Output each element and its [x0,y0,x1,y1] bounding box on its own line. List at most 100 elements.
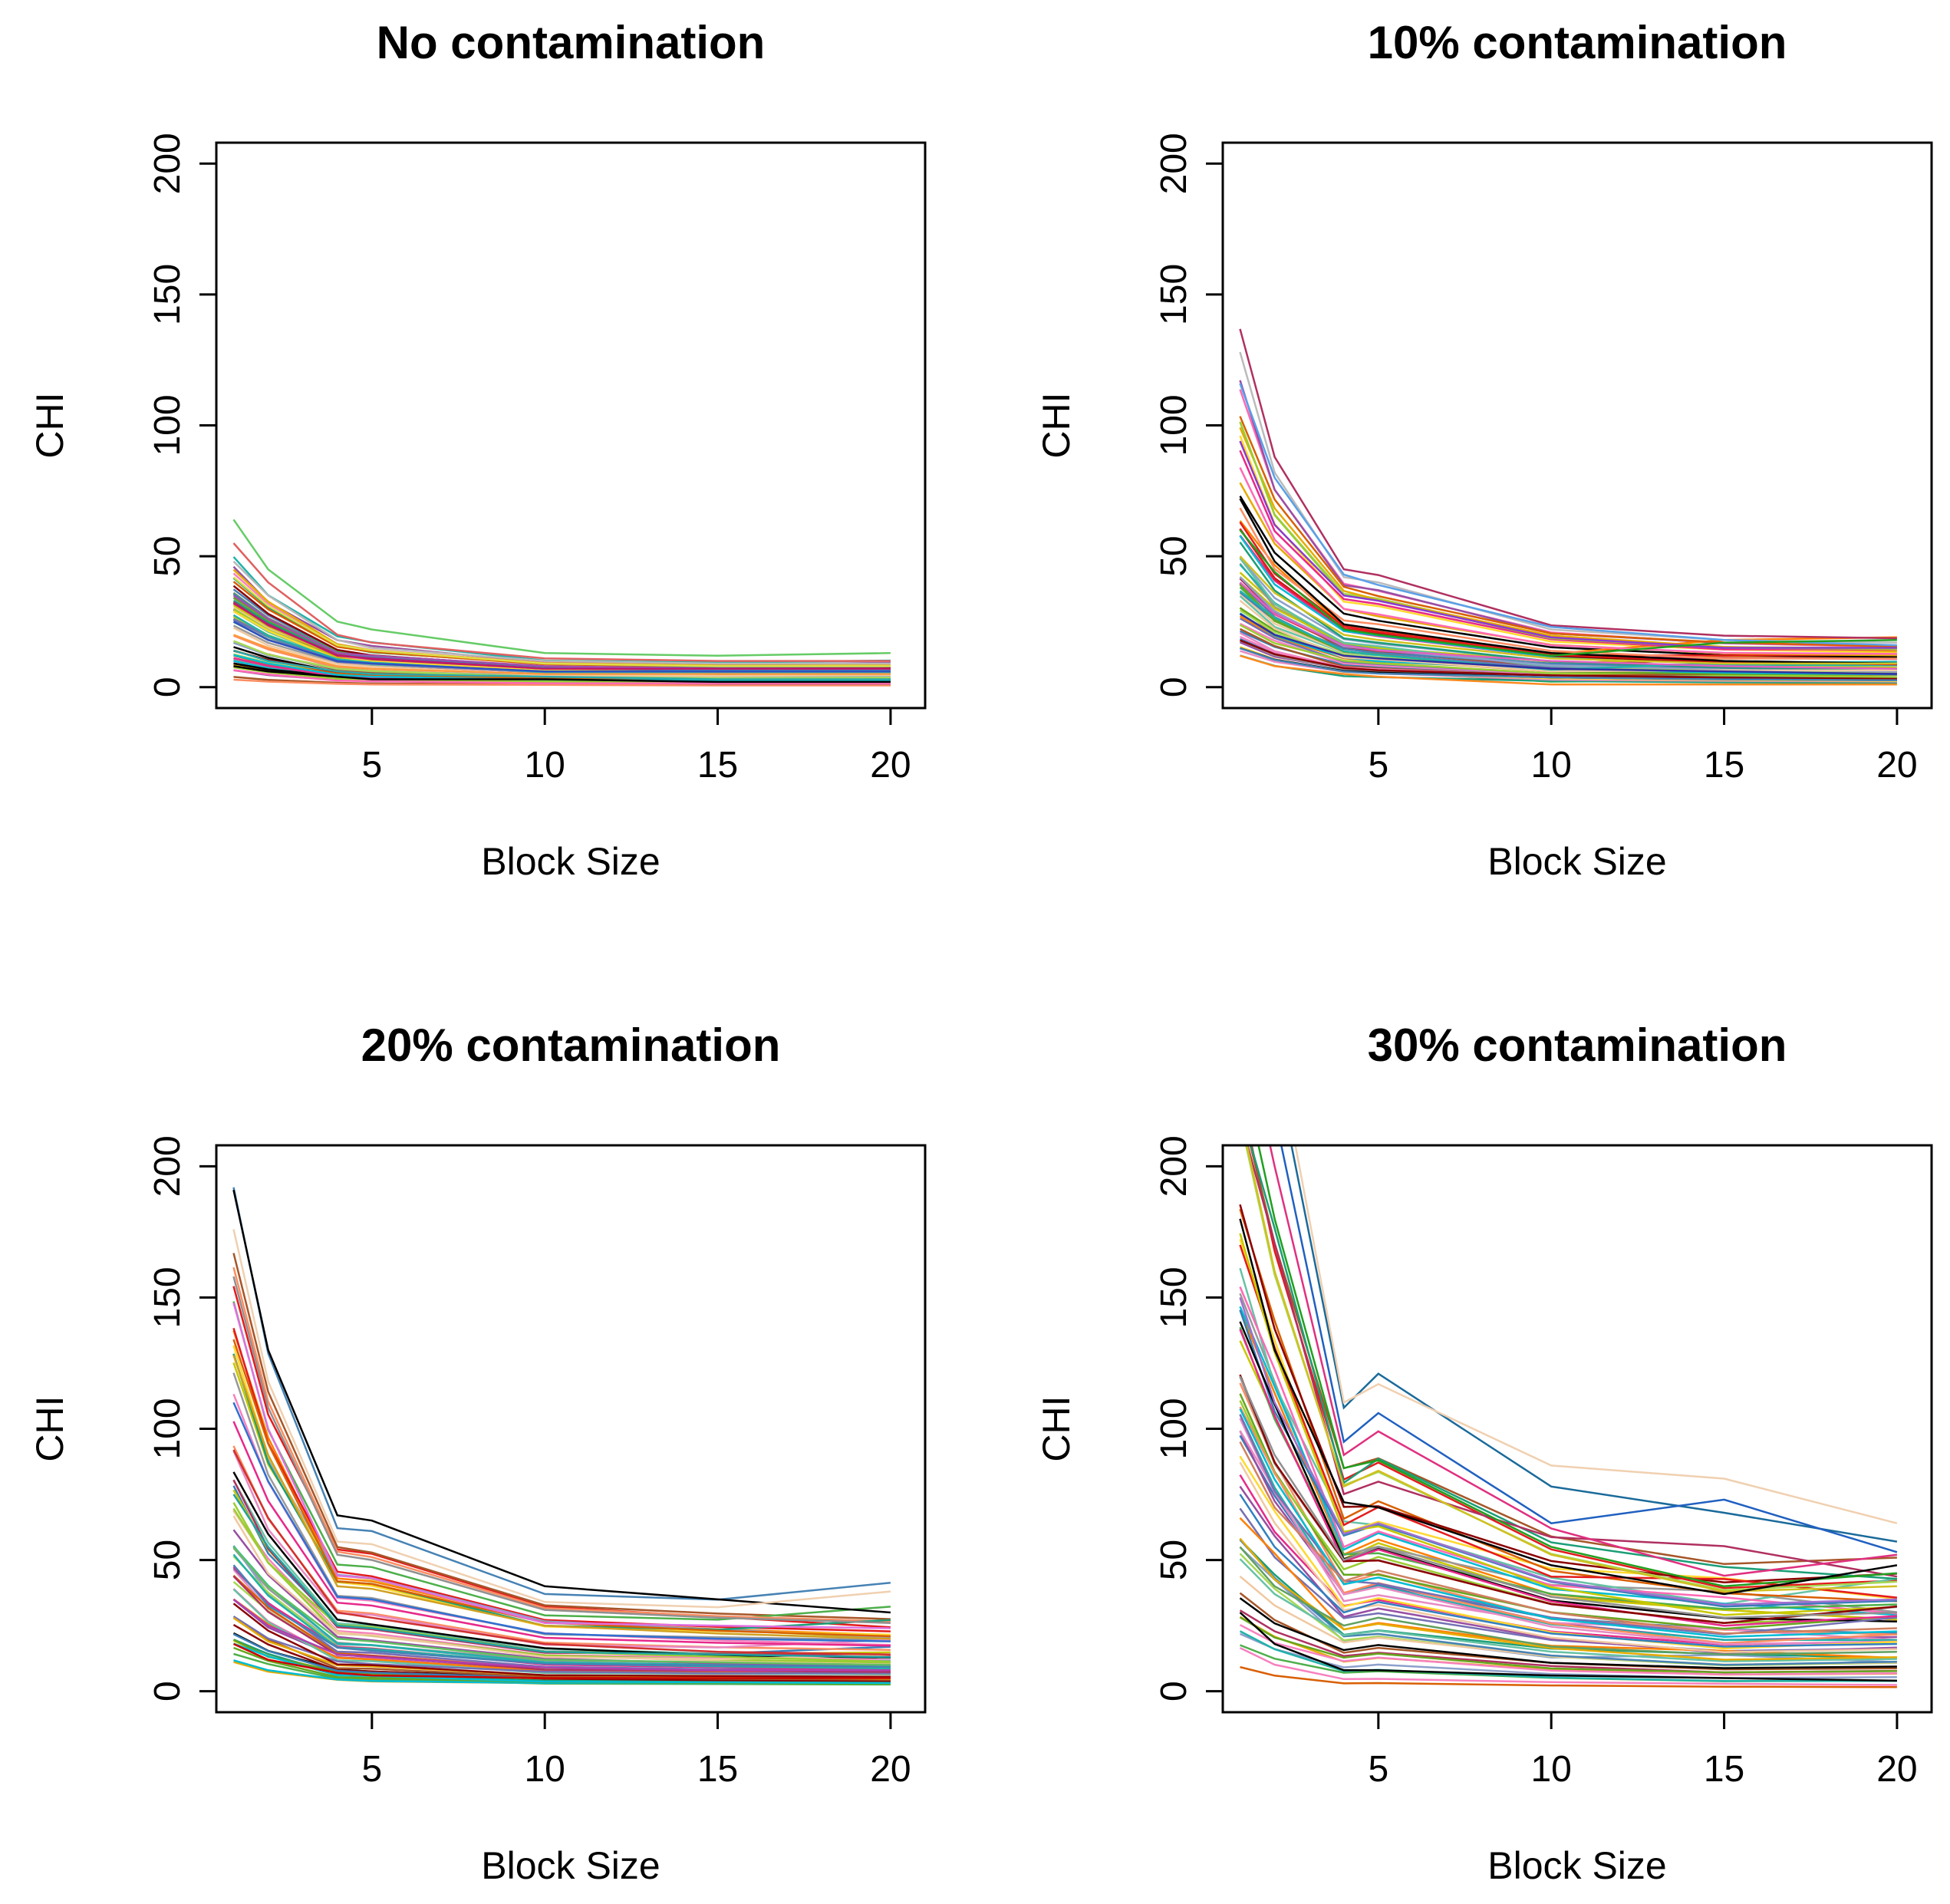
panel-title: No contamination [377,17,766,68]
series-line-filler [232,1339,891,1638]
series-line [1239,440,1897,649]
series-line-filler [1239,1374,1898,1624]
series-line-filler [1239,1597,1897,1669]
x-tick-label: 20 [1876,745,1917,786]
series-line-filler [1239,507,1897,660]
series-line [232,1276,891,1624]
x-tick-label: 5 [361,1749,382,1790]
panel-30-percent-contamination: 30% contamination 5 10 15 20 0 50 100 150 200 B… [1035,1020,1933,1887]
y-axis: 0 50 100 150 200 [1154,1135,1224,1701]
x-axis: 5 10 15 20 [361,1711,911,1790]
x-tick-label: 15 [1704,1749,1744,1790]
series-line-filler [232,1603,891,1678]
y-axis-label: CHI [1035,1395,1078,1461]
series-line-filler [1239,1326,1897,1610]
x-axis-label: Block Size [1487,840,1666,883]
series-lines [1239,1145,1898,1688]
y-axis-label: CHI [28,392,71,458]
series-line-filler [1239,450,1897,651]
panel-title: 30% contamination [1368,1020,1787,1071]
series-line-filler [1239,1461,1897,1653]
y-tick-label: 0 [147,677,188,697]
series-line [1257,1145,1897,1588]
series-line-filler [232,1515,891,1661]
series-line [232,1189,891,1614]
x-tick-label: 10 [524,745,565,786]
series-line [232,1402,891,1642]
series-line [232,602,891,670]
y-tick-label: 50 [147,1540,188,1580]
series-line-filler [233,678,891,687]
x-tick-label: 15 [697,745,738,786]
series-line [1246,1145,1897,1593]
series-line-filler [1240,647,1897,682]
y-axis-label: CHI [1035,392,1078,458]
series-line [232,1355,891,1640]
y-tick-label: 100 [1154,1398,1194,1459]
series-line-filler [233,640,891,680]
series-line-filler [232,1564,891,1668]
y-tick-label: 0 [147,1681,188,1701]
series-line-filler [1239,467,1897,655]
series-line [1239,1375,1897,1619]
y-tick-label: 200 [147,133,188,194]
series-line [232,621,891,673]
series-line-filler [232,1502,891,1663]
panel-10-percent-contamination: 10% contamination 5 10 15 20 0 50 100 150 200 B… [1035,17,1933,883]
series-line [1240,654,1897,686]
x-tick-label: 20 [870,745,911,786]
series-line [233,665,891,684]
series-line [1239,1612,1897,1682]
y-tick-label: 50 [1154,535,1194,576]
series-line-filler [232,1267,891,1622]
series-line [1239,581,1897,670]
series-lines [1239,328,1897,686]
x-axis-label: Block Size [481,840,660,883]
x-tick-label: 5 [1368,1749,1388,1790]
series-line [1239,1494,1897,1648]
y-tick-label: 100 [147,1398,188,1459]
series-line [232,1546,891,1666]
x-tick-label: 10 [524,1749,565,1790]
x-axis-label: Block Size [1487,1844,1666,1887]
x-tick-label: 10 [1530,1749,1571,1790]
series-line-filler [232,1617,891,1680]
y-tick-label: 200 [1154,1135,1194,1197]
panel-title: 10% contamination [1368,17,1787,68]
series-line-filler [1240,1665,1897,1688]
series-line [232,1598,891,1672]
series-line [1280,1145,1898,1553]
series-line [1239,1546,1897,1655]
y-tick-label: 0 [1154,1681,1194,1701]
x-axis-label: Block Size [481,1844,660,1887]
y-tick-label: 150 [147,1267,188,1328]
series-line [232,1494,891,1659]
series-line-filler [1239,1408,1897,1638]
panel-no-contamination: No contamination 5 10 15 20 0 50 100 150 200 Bl… [28,17,927,883]
series-line-filler [1239,1558,1897,1662]
series-line-filler [1239,1286,1898,1615]
x-tick-label: 20 [1876,1749,1917,1790]
x-axis: 5 10 15 20 [361,707,911,786]
series-line [233,634,891,675]
y-tick-label: 50 [1154,1540,1194,1580]
series-line [1239,1218,1898,1596]
y-tick-label: 200 [1154,133,1194,194]
series-line-filler [1239,1616,1897,1674]
series-line [1239,498,1897,665]
series-lines [232,519,891,687]
y-axis: 0 50 100 150 200 [1154,133,1224,697]
panel-20-percent-contamination: 20% contamination 5 10 15 20 0 50 100 150 200 B… [28,1020,927,1887]
series-line-filler [232,1450,891,1649]
series-line [232,1229,891,1609]
series-line-filler [1239,1537,1897,1661]
series-line [232,1302,891,1629]
x-axis: 5 10 15 20 [1368,707,1918,786]
x-axis: 5 10 15 20 [1368,1711,1918,1790]
series-line-filler [1239,1233,1897,1616]
series-line-filler [232,1421,891,1647]
y-tick-label: 100 [147,394,188,456]
series-line [1239,613,1897,675]
series-line [1290,1145,1898,1543]
